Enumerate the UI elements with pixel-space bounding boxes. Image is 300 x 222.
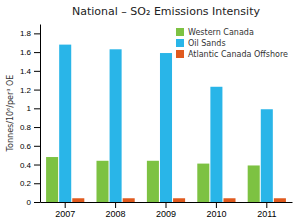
y-tick: 1.2 — [20, 86, 40, 95]
x-tick-label: 2009 — [156, 209, 176, 219]
y-tick: 0.4 — [20, 161, 40, 170]
plot-area: 00.20.40.60.811.21.41.61.820072008200920… — [20, 25, 293, 220]
bar — [248, 165, 260, 202]
y-tick: 1.4 — [20, 67, 40, 76]
legend-item: Oil Sands — [176, 39, 226, 48]
legend-label: Atlantic Canada Offshore — [188, 50, 288, 59]
y-tick-mark — [34, 127, 40, 128]
series — [46, 157, 260, 202]
bar — [72, 198, 84, 202]
legend-item: Atlantic Canada Offshore — [176, 50, 288, 59]
y-tick: 0.8 — [20, 123, 40, 132]
y-tick: 1.6 — [20, 48, 40, 57]
y-tick-label: 0.4 — [20, 161, 32, 170]
bar — [173, 198, 185, 202]
y-tick: 0.2 — [20, 179, 40, 188]
y-tick: 1.8 — [20, 29, 40, 38]
y-tick-label: 1 — [27, 104, 32, 113]
y-tick-mark — [34, 108, 40, 109]
bar — [147, 161, 159, 202]
y-axis-line — [40, 25, 41, 203]
legend-swatch — [176, 50, 184, 58]
x-tick-label: 2011 — [257, 209, 276, 219]
y-tick-label: 0.2 — [20, 179, 32, 188]
x-tick: 2007 — [55, 202, 75, 219]
y-tick-mark — [34, 202, 40, 203]
x-tick: 2009 — [156, 202, 176, 219]
x-tick-mark — [216, 202, 217, 208]
x-tick-label: 2010 — [206, 209, 226, 219]
y-tick-mark — [34, 146, 40, 147]
bar — [274, 198, 286, 202]
title: National – SO₂ Emissions Intensity — [72, 5, 260, 18]
y-tick-label: 1.6 — [20, 48, 32, 57]
y-tick-label: 0.8 — [20, 123, 32, 132]
bar — [46, 157, 58, 202]
y-tick-mark — [34, 71, 40, 72]
bar — [59, 45, 71, 202]
bar — [96, 161, 108, 202]
y-tick-label: 1.4 — [20, 67, 32, 76]
legend-swatch — [176, 39, 184, 47]
y-tick-mark — [34, 165, 40, 166]
x-tick: 2011 — [257, 202, 276, 219]
y-tick: 0 — [27, 198, 40, 207]
x-axis: 2007 2008 2009 2010 2011 — [41, 202, 293, 219]
y-tick: 1 — [27, 104, 40, 113]
legend-label: Western Canada — [188, 28, 254, 37]
series — [72, 198, 286, 202]
legend: Western Canada Oil Sands Atlantic Canada O… — [176, 28, 288, 59]
y-tick-label: 1.8 — [20, 29, 32, 38]
bar — [223, 198, 235, 202]
y-tick-mark — [34, 33, 40, 34]
y-tick-mark — [34, 90, 40, 91]
legend-item: Western Canada — [176, 28, 254, 37]
y-tick: 0.6 — [20, 142, 40, 151]
bar — [261, 109, 273, 202]
y-axis: 0 0.2 0.4 0.6 0.8 1 1.2 1.4 1.6 1.8 — [20, 25, 41, 208]
legend-swatch — [176, 28, 184, 36]
bars — [46, 45, 286, 202]
x-tick: 2010 — [206, 202, 226, 219]
x-tick-mark — [166, 202, 167, 208]
x-tick-mark — [65, 202, 66, 208]
bar — [110, 49, 122, 202]
series — [59, 45, 273, 202]
x-tick: 2008 — [106, 202, 126, 219]
y-tick-label: 0 — [27, 198, 32, 207]
x-tick-label: 2008 — [106, 209, 126, 219]
y-tick-mark — [34, 183, 40, 184]
y-tick-label: 0.6 — [20, 142, 32, 151]
y-axis-label: Tonnes/10⁶/per³ OE — [6, 75, 15, 153]
bar — [123, 198, 135, 202]
legend-label: Oil Sands — [188, 39, 226, 48]
chart: 00.20.40.60.811.21.41.61.820072008200920… — [0, 0, 300, 222]
bar — [197, 164, 209, 202]
x-tick-label: 2007 — [55, 209, 75, 219]
y-tick-mark — [34, 52, 40, 53]
bar — [210, 87, 222, 202]
y-tick-label: 1.2 — [20, 86, 32, 95]
x-tick-mark — [115, 202, 116, 208]
x-tick-mark — [266, 202, 267, 208]
bar — [160, 53, 172, 202]
